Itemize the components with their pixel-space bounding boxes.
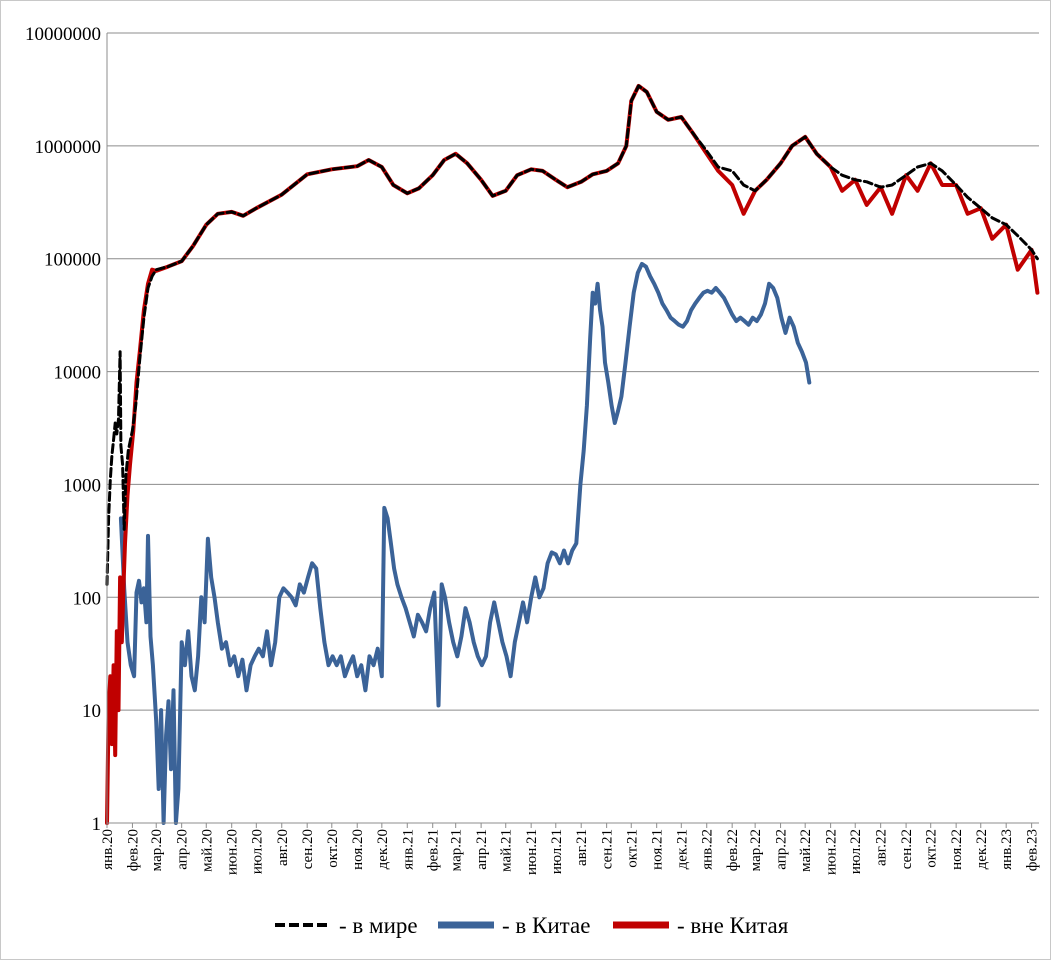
x-tick-label: янв.23 xyxy=(999,829,1015,870)
x-tick-label: дек.21 xyxy=(674,829,690,869)
x-tick-label: май.20 xyxy=(199,829,215,872)
x-tick-label: ноя.22 xyxy=(949,829,965,870)
y-tick-label: 1 xyxy=(92,814,102,835)
x-tick-label: ноя.21 xyxy=(650,829,666,870)
x-tick-label: мар.20 xyxy=(149,829,165,871)
x-tick-label: дек.20 xyxy=(375,829,391,869)
x-tick-label: окт.22 xyxy=(924,829,940,868)
x-tick-label: янв.20 xyxy=(100,829,116,870)
x-tick-label: май.21 xyxy=(499,829,515,872)
x-tick-label: фев.20 xyxy=(125,829,141,871)
y-tick-label: 1000000 xyxy=(35,137,102,158)
y-tick-label: 10 xyxy=(82,701,101,722)
x-tick-labels: янв.20 фев.20 мар.20 апр.20 май.20 июн.20 июл.… xyxy=(100,829,1041,875)
x-tick-label: апр.22 xyxy=(774,829,790,870)
x-tick-label: янв.22 xyxy=(700,829,716,870)
x-tick-label: фев.22 xyxy=(725,829,741,871)
x-tick-label: май.22 xyxy=(798,829,814,872)
x-tick-label: фев.21 xyxy=(426,829,442,871)
series-line-0 xyxy=(105,84,1039,586)
series-line-2 xyxy=(105,83,1040,825)
x-tick-label: окт.21 xyxy=(624,829,640,868)
legend-label-1: - в Китае xyxy=(502,913,590,938)
y-tick-label: 10000 xyxy=(54,363,102,384)
axes xyxy=(106,33,1039,828)
x-tick-label: ноя.20 xyxy=(350,829,366,870)
legend: - в мире - в Китае - вне Китая xyxy=(275,913,789,938)
x-tick-label: авг.21 xyxy=(574,829,590,866)
x-tick-label: авг.20 xyxy=(275,829,291,866)
x-tick-label: сен.21 xyxy=(600,829,616,869)
x-tick-label: сен.22 xyxy=(899,829,915,869)
x-tick-label: авг.22 xyxy=(874,829,890,866)
series-layer xyxy=(105,83,1040,825)
y-tick-label: 100000 xyxy=(44,250,101,271)
x-tick-label: мар.21 xyxy=(449,829,465,871)
x-tick-label: июл.22 xyxy=(848,829,864,874)
x-tick-label: июл.20 xyxy=(249,829,265,874)
series-line-1 xyxy=(118,261,812,825)
legend-label-0: - в мире xyxy=(339,913,418,938)
x-tick-label: мар.22 xyxy=(748,829,764,871)
x-tick-label: фев.23 xyxy=(1025,829,1041,871)
legend-label-2: - вне Китая xyxy=(677,913,789,938)
x-tick-label: апр.21 xyxy=(474,829,490,870)
x-tick-label: дек.22 xyxy=(974,829,990,869)
x-tick-label: янв.21 xyxy=(400,829,416,870)
y-tick-label: 10000000 xyxy=(25,24,101,45)
y-tick-labels: 1 10 100 1000 10000 100000 1000000 10000000 xyxy=(25,24,101,835)
y-tick-label: 100 xyxy=(73,588,102,609)
y-tick-label: 1000 xyxy=(63,475,101,496)
x-tick-label: апр.20 xyxy=(175,829,191,870)
x-tick-label: июн.21 xyxy=(524,829,540,875)
x-tick-label: окт.20 xyxy=(325,829,341,868)
x-tick-label: сен.20 xyxy=(300,829,316,869)
x-tick-label: июл.21 xyxy=(549,829,565,874)
x-tick-label: июн.22 xyxy=(824,829,840,875)
x-tick-label: июн.20 xyxy=(225,829,241,875)
gridlines xyxy=(107,32,1039,711)
